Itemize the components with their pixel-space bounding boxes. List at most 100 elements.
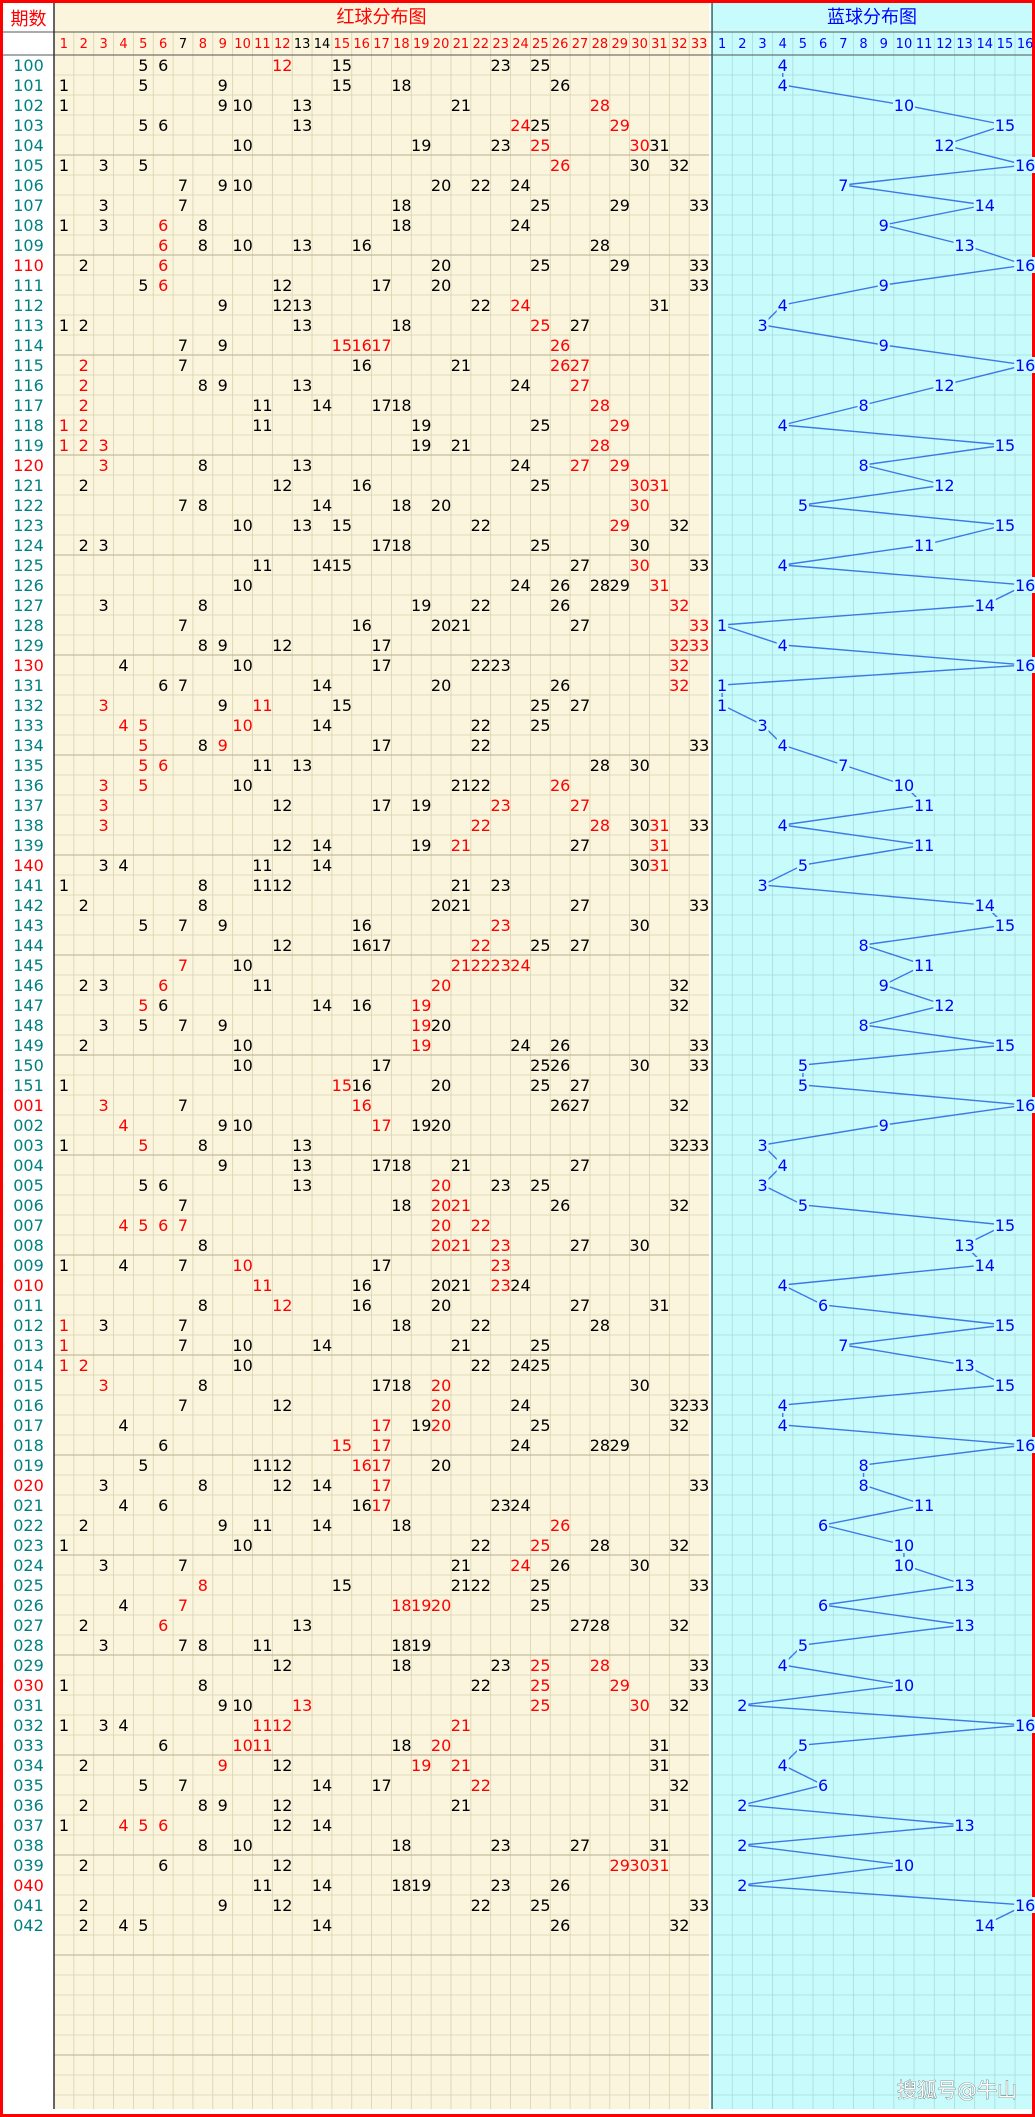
red-ball-number: 19 bbox=[411, 1116, 431, 1135]
red-ball-number: 8 bbox=[198, 496, 208, 515]
blue-number-backdrop bbox=[953, 1357, 976, 1373]
red-ball-number: 19 bbox=[411, 1016, 431, 1035]
red-ball-number: 21 bbox=[451, 1796, 471, 1815]
red-ball-number: 2 bbox=[79, 356, 89, 375]
blue-number-backdrop bbox=[776, 1277, 789, 1293]
red-ball-number: 7 bbox=[178, 1256, 188, 1275]
blue-ball-number: 13 bbox=[954, 1576, 974, 1595]
blue-number-backdrop bbox=[756, 1137, 769, 1153]
red-ball-number: 1 bbox=[59, 76, 69, 95]
red-ball-number: 24 bbox=[510, 1036, 530, 1055]
red-ball-number: 14 bbox=[312, 676, 332, 695]
blue-column-header: 16 bbox=[1017, 37, 1034, 52]
red-ball-number: 25 bbox=[530, 476, 550, 495]
red-ball-number: 10 bbox=[232, 956, 252, 975]
period-label: 008 bbox=[13, 1236, 44, 1255]
red-ball-number: 26 bbox=[550, 776, 570, 795]
red-ball-number: 25 bbox=[530, 716, 550, 735]
red-ball-number: 21 bbox=[451, 836, 471, 855]
red-ball-number: 14 bbox=[312, 856, 332, 875]
red-ball-number: 23 bbox=[490, 656, 510, 675]
blue-ball-number: 6 bbox=[818, 1776, 828, 1795]
blue-ball-number: 2 bbox=[737, 1696, 747, 1715]
red-column-header: 13 bbox=[294, 37, 311, 52]
red-ball-number: 10 bbox=[232, 576, 252, 595]
red-ball-number: 16 bbox=[351, 996, 371, 1015]
red-ball-number: 2 bbox=[79, 896, 89, 915]
red-ball-number: 24 bbox=[510, 576, 530, 595]
blue-number-backdrop bbox=[953, 1817, 976, 1833]
blue-ball-number: 8 bbox=[858, 1456, 868, 1475]
red-ball-number: 22 bbox=[471, 1356, 491, 1375]
red-ball-number: 6 bbox=[158, 56, 168, 75]
blue-number-backdrop bbox=[953, 1237, 976, 1253]
red-ball-number: 27 bbox=[570, 1836, 590, 1855]
red-ball-number: 9 bbox=[218, 1116, 228, 1135]
red-ball-number: 30 bbox=[629, 156, 649, 175]
red-ball-number: 31 bbox=[649, 816, 669, 835]
red-ball-number: 3 bbox=[99, 536, 109, 555]
blue-column-header: 9 bbox=[880, 37, 888, 52]
red-ball-number: 31 bbox=[649, 1796, 669, 1815]
red-ball-number: 32 bbox=[669, 1916, 689, 1935]
red-ball-number: 21 bbox=[451, 876, 471, 895]
blue-ball-number: 3 bbox=[757, 876, 767, 895]
blue-ball-number: 2 bbox=[737, 1876, 747, 1895]
blue-number-backdrop bbox=[973, 897, 996, 913]
red-ball-number: 31 bbox=[649, 136, 669, 155]
red-ball-number: 19 bbox=[411, 1756, 431, 1775]
red-ball-number: 30 bbox=[629, 1856, 649, 1875]
red-ball-number: 26 bbox=[550, 1096, 570, 1115]
blue-ball-number: 16 bbox=[1015, 1896, 1035, 1915]
red-ball-number: 31 bbox=[649, 576, 669, 595]
red-ball-number: 18 bbox=[391, 216, 411, 235]
red-column-header: 16 bbox=[353, 37, 370, 52]
blue-ball-number: 15 bbox=[995, 1036, 1015, 1055]
red-ball-number: 12 bbox=[272, 936, 292, 955]
red-ball-number: 20 bbox=[431, 1396, 451, 1415]
red-ball-number: 3 bbox=[99, 1316, 109, 1335]
red-ball-number: 7 bbox=[178, 496, 188, 515]
red-ball-number: 2 bbox=[79, 1916, 89, 1935]
red-ball-number: 7 bbox=[178, 1596, 188, 1615]
red-ball-number: 10 bbox=[232, 516, 252, 535]
period-label: 129 bbox=[13, 636, 44, 655]
red-ball-number: 29 bbox=[610, 1436, 630, 1455]
red-ball-number: 1 bbox=[59, 1676, 69, 1695]
grid-layer bbox=[3, 3, 1032, 2109]
blue-ball-number: 1 bbox=[717, 676, 727, 695]
red-ball-number: 31 bbox=[649, 1856, 669, 1875]
blue-ball-number: 3 bbox=[757, 1176, 767, 1195]
red-ball-number: 18 bbox=[391, 1516, 411, 1535]
period-label: 131 bbox=[13, 676, 44, 695]
red-ball-number: 4 bbox=[118, 1716, 128, 1735]
blue-column-header: 5 bbox=[799, 37, 807, 52]
red-ball-number: 12 bbox=[272, 1816, 292, 1835]
red-ball-number: 18 bbox=[391, 76, 411, 95]
red-ball-number: 26 bbox=[550, 1056, 570, 1075]
red-ball-number: 22 bbox=[471, 1316, 491, 1335]
red-ball-number: 10 bbox=[232, 1116, 252, 1135]
period-label: 014 bbox=[13, 1356, 44, 1375]
red-ball-number: 23 bbox=[490, 1496, 510, 1515]
red-ball-number: 27 bbox=[570, 456, 590, 475]
red-ball-number: 13 bbox=[292, 1696, 312, 1715]
red-ball-number: 2 bbox=[79, 1796, 89, 1815]
blue-number-backdrop bbox=[1014, 1437, 1035, 1453]
red-ball-number: 7 bbox=[178, 1216, 188, 1235]
red-ball-number: 17 bbox=[371, 1456, 391, 1475]
red-ball-number: 33 bbox=[689, 1476, 709, 1495]
blue-number-backdrop bbox=[796, 857, 809, 873]
period-label: 015 bbox=[13, 1376, 44, 1395]
red-ball-number: 20 bbox=[431, 256, 451, 275]
period-label: 124 bbox=[13, 536, 44, 555]
period-label: 016 bbox=[13, 1396, 44, 1415]
blue-ball-number: 5 bbox=[798, 1196, 808, 1215]
red-ball-number: 18 bbox=[391, 496, 411, 515]
blue-ball-number: 1 bbox=[717, 616, 727, 635]
red-ball-number: 8 bbox=[198, 1236, 208, 1255]
red-ball-number: 32 bbox=[669, 516, 689, 535]
red-ball-number: 5 bbox=[138, 736, 148, 755]
red-ball-number: 20 bbox=[431, 1176, 451, 1195]
red-column-header: 1 bbox=[60, 37, 68, 52]
